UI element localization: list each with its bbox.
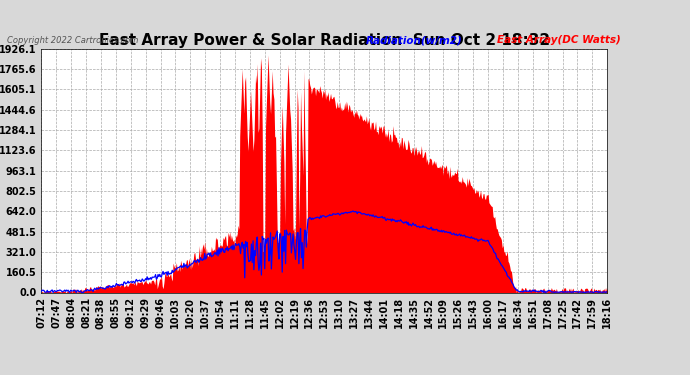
- Text: East Array(DC Watts): East Array(DC Watts): [497, 35, 620, 45]
- Text: Copyright 2022 Cartronics.com: Copyright 2022 Cartronics.com: [7, 36, 138, 45]
- Title: East Array Power & Solar Radiation  Sun Oct 2 18:32: East Array Power & Solar Radiation Sun O…: [99, 33, 550, 48]
- Text: Radiation(w/m2): Radiation(w/m2): [366, 35, 462, 45]
